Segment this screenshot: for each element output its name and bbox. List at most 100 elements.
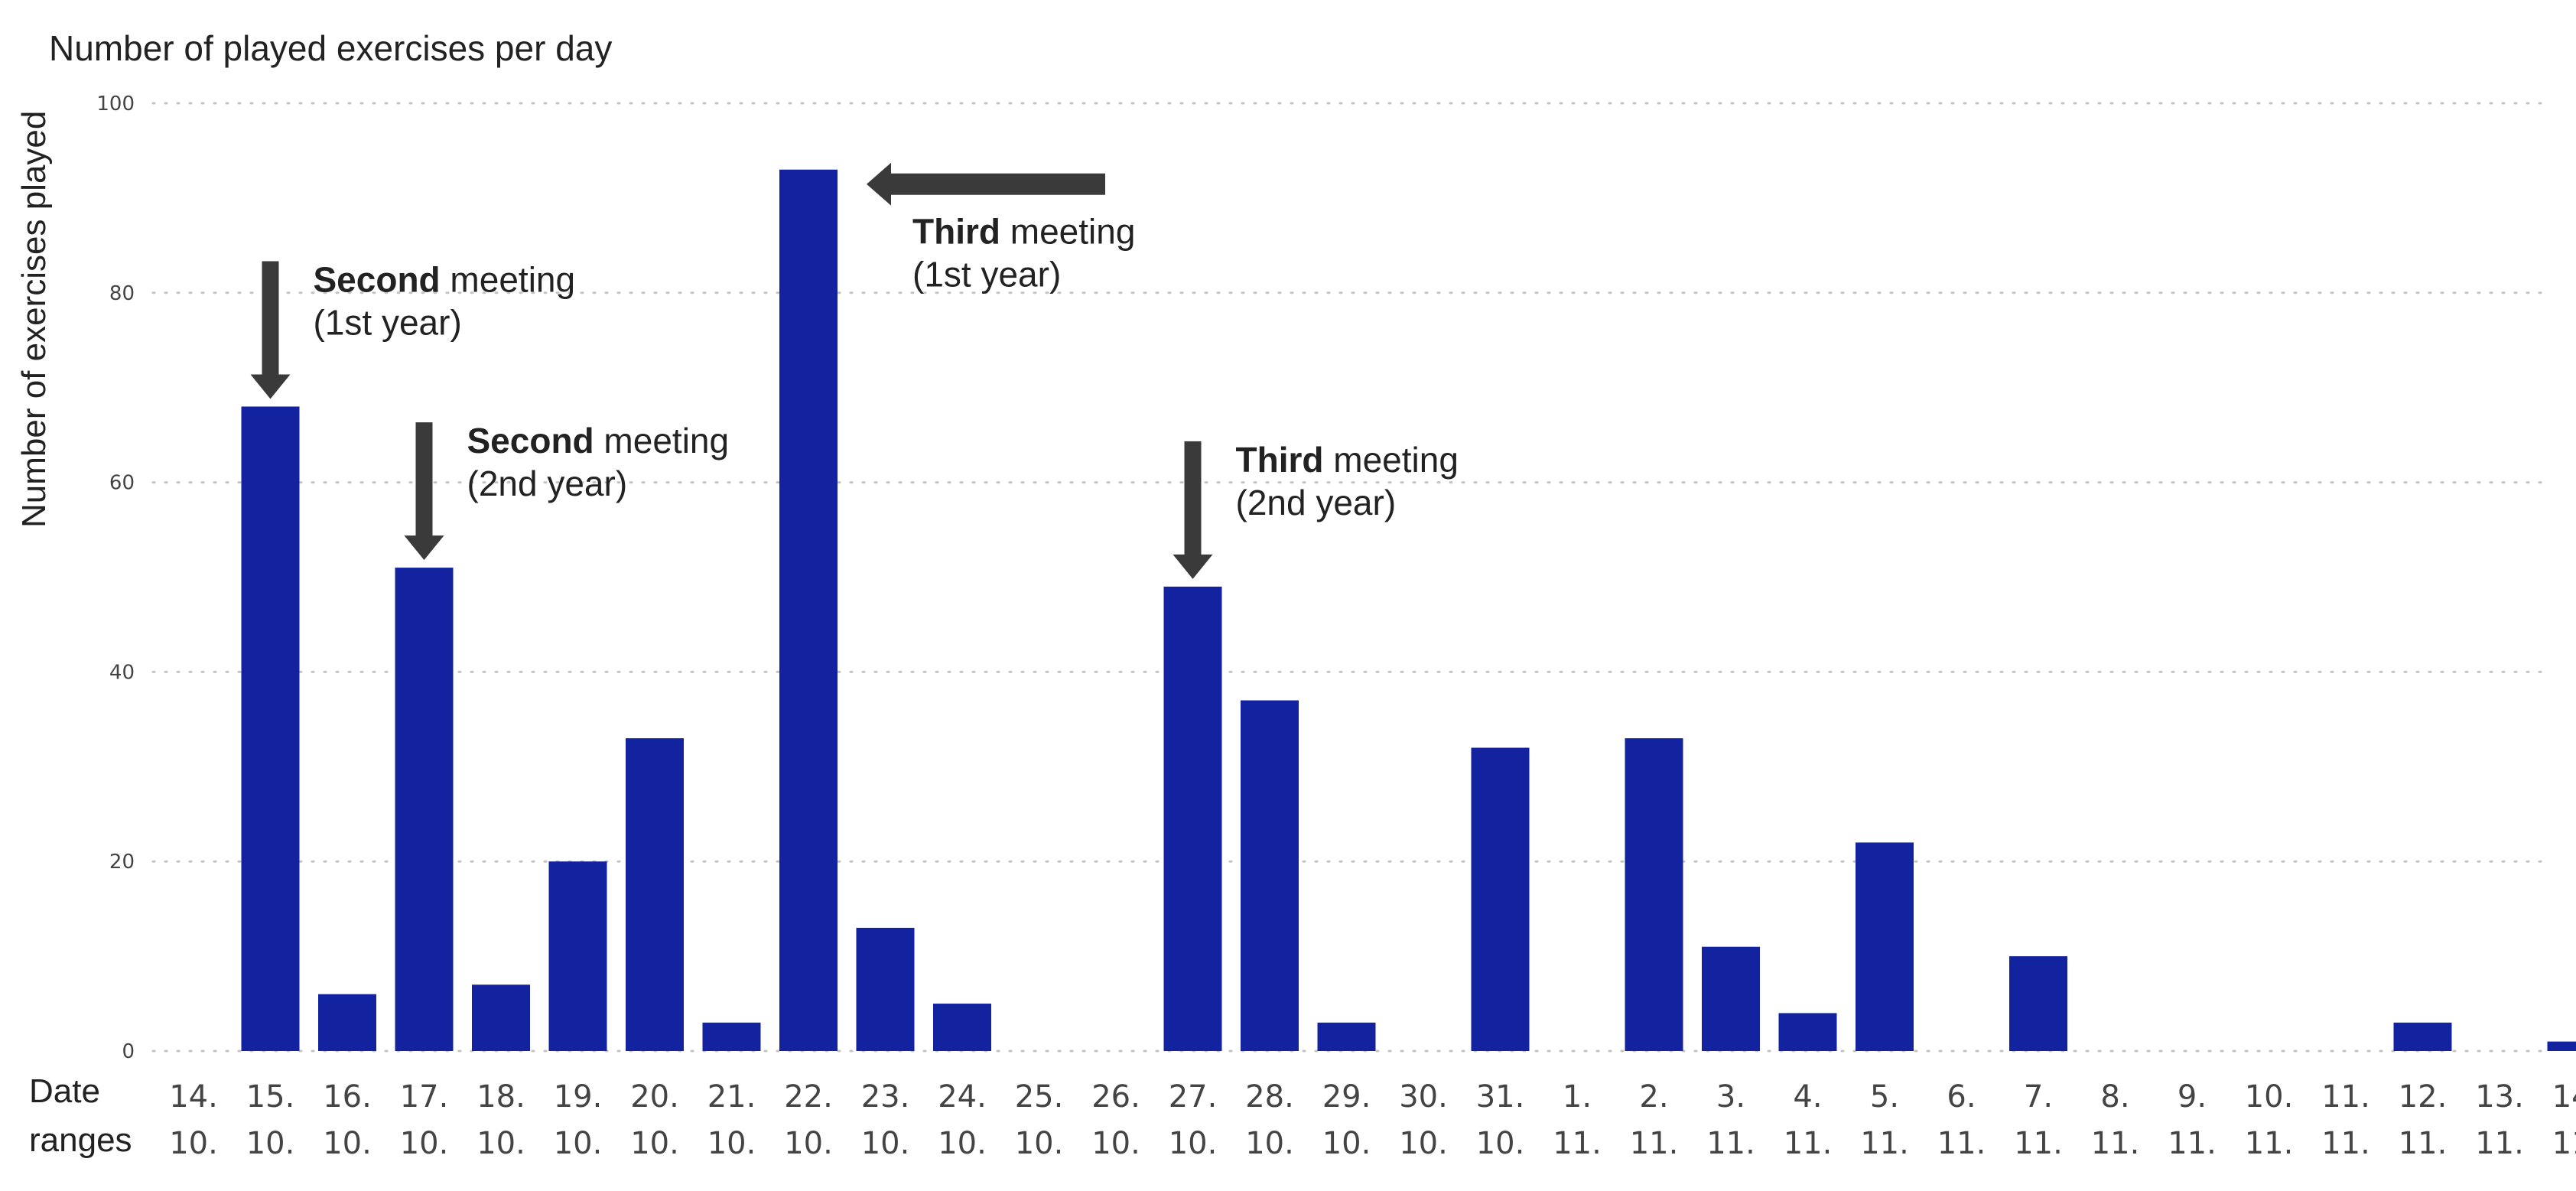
x-tick-label: 10.: [476, 1126, 525, 1161]
x-tick-label: 10.: [861, 1126, 910, 1161]
annotation-arrow-shaft: [415, 422, 433, 538]
x-tick-label: 6.: [1947, 1079, 1976, 1115]
annotation-label: Second meeting: [467, 421, 730, 460]
x-tick-label: 29.: [1322, 1079, 1371, 1115]
x-tick-label: 24.: [938, 1079, 987, 1115]
annotation-label: Second meeting: [314, 259, 576, 299]
bar: [1625, 738, 1683, 1051]
x-axis-label-line-1: Date: [29, 1072, 100, 1110]
bar: [2547, 1041, 2576, 1051]
x-tick-label: 11.: [2552, 1126, 2576, 1161]
annotation-arrow-head: [404, 535, 444, 561]
annotation-label-line-2: (1st year): [912, 255, 1061, 294]
annotation-arrow-head: [250, 374, 291, 399]
x-tick-label: 17.: [400, 1079, 449, 1115]
annotation-arrow-shaft: [890, 173, 1105, 195]
annotation-arrow-shaft: [262, 261, 279, 376]
x-tick-label: 21.: [707, 1079, 756, 1115]
x-tick-label: 30.: [1399, 1079, 1448, 1115]
x-tick-label: 4.: [1793, 1079, 1822, 1115]
y-tick-label: 0: [122, 1040, 135, 1063]
x-axis-label-line-2: ranges: [29, 1121, 132, 1159]
x-tick-label: 10.: [1245, 1126, 1294, 1161]
bar: [548, 861, 607, 1051]
annotation-arrow-head: [867, 162, 891, 206]
x-tick-label: 11.: [1630, 1126, 1679, 1161]
x-tick-label: 3.: [1716, 1079, 1745, 1115]
x-tick-label: 10.: [323, 1126, 372, 1161]
bar: [1163, 586, 1222, 1051]
x-tick-label: 1.: [1563, 1079, 1592, 1115]
bar: [2009, 956, 2067, 1051]
bar: [2393, 1022, 2452, 1051]
x-tick-label: 22.: [784, 1079, 833, 1115]
x-tick-label: 11.: [2091, 1126, 2140, 1161]
x-tick-label: 20.: [630, 1079, 679, 1115]
x-tick-label: 5.: [1870, 1079, 1899, 1115]
x-tick-label: 14.: [169, 1079, 218, 1115]
x-tick-label: 10.: [1476, 1126, 1525, 1161]
x-tick-label: 27.: [1169, 1079, 1218, 1115]
x-tick-label: 11.: [2245, 1126, 2294, 1161]
bar: [1317, 1022, 1376, 1051]
bar: [241, 406, 300, 1051]
annotation-label-line-2: (2nd year): [1236, 483, 1397, 522]
annotation-label-line-2: (1st year): [314, 302, 462, 342]
bar: [702, 1022, 761, 1051]
x-tick-label: 10.: [1015, 1126, 1064, 1161]
x-tick-label: 13.: [2475, 1079, 2524, 1115]
x-tick-label: 9.: [2178, 1079, 2207, 1115]
x-tick-label: 11.: [1784, 1126, 1833, 1161]
annotation-label: Third meeting: [912, 212, 1135, 252]
x-tick-label: 10.: [1169, 1126, 1218, 1161]
x-tick-label: 11.: [2321, 1126, 2370, 1161]
bar: [1778, 1013, 1837, 1051]
bar: [933, 1004, 991, 1051]
x-tick-label: 11.: [2014, 1126, 2063, 1161]
x-tick-label: 11.: [1937, 1126, 1986, 1161]
x-tick-label: 10.: [630, 1126, 679, 1161]
x-tick-label: 14.: [2552, 1079, 2576, 1115]
x-tick-label: 31.: [1476, 1079, 1525, 1115]
x-tick-label: 10.: [400, 1126, 449, 1161]
x-tick-label: 25.: [1015, 1079, 1064, 1115]
bar: [318, 994, 376, 1051]
x-tick-label: 11.: [2168, 1126, 2217, 1161]
y-tick-label: 60: [109, 472, 135, 495]
x-tick-label: 10.: [246, 1126, 295, 1161]
x-tick-label: 8.: [2100, 1079, 2129, 1115]
x-tick-label: 26.: [1091, 1079, 1140, 1115]
annotation-arrow-shaft: [1184, 441, 1202, 556]
x-tick-label: 11.: [1706, 1126, 1755, 1161]
x-axis-label: Date ranges: [29, 1067, 151, 1165]
x-tick-label: 2.: [1639, 1079, 1668, 1115]
x-tick-label: 10.: [2245, 1079, 2294, 1115]
y-tick-label: 20: [109, 851, 135, 874]
x-tick-label: 10.: [1322, 1126, 1371, 1161]
x-tick-label: 10.: [554, 1126, 603, 1161]
x-tick-label: 11.: [1553, 1126, 1602, 1161]
x-tick-label: 7.: [2024, 1079, 2053, 1115]
x-tick-label: 15.: [246, 1079, 295, 1115]
y-tick-label: 40: [109, 661, 135, 684]
annotation-arrow-head: [1173, 554, 1213, 579]
y-tick-label: 100: [96, 93, 135, 116]
x-tick-label: 10.: [938, 1126, 987, 1161]
bar: [626, 738, 684, 1051]
x-tick-label: 28.: [1245, 1079, 1294, 1115]
x-tick-label: 10.: [169, 1126, 218, 1161]
bar: [856, 927, 915, 1051]
bar: [1471, 747, 1530, 1051]
annotation-label: Third meeting: [1236, 440, 1459, 480]
x-tick-label: 10.: [784, 1126, 833, 1161]
x-tick-label: 11.: [2321, 1079, 2370, 1115]
bar: [1856, 842, 1914, 1051]
x-tick-label: 10.: [1091, 1126, 1140, 1161]
bar: [779, 169, 838, 1052]
x-tick-label: 19.: [554, 1079, 603, 1115]
x-tick-label: 11.: [1860, 1126, 1909, 1161]
x-tick-label: 11.: [2475, 1126, 2524, 1161]
x-tick-label: 11.: [2399, 1126, 2448, 1161]
bar: [1241, 700, 1299, 1051]
